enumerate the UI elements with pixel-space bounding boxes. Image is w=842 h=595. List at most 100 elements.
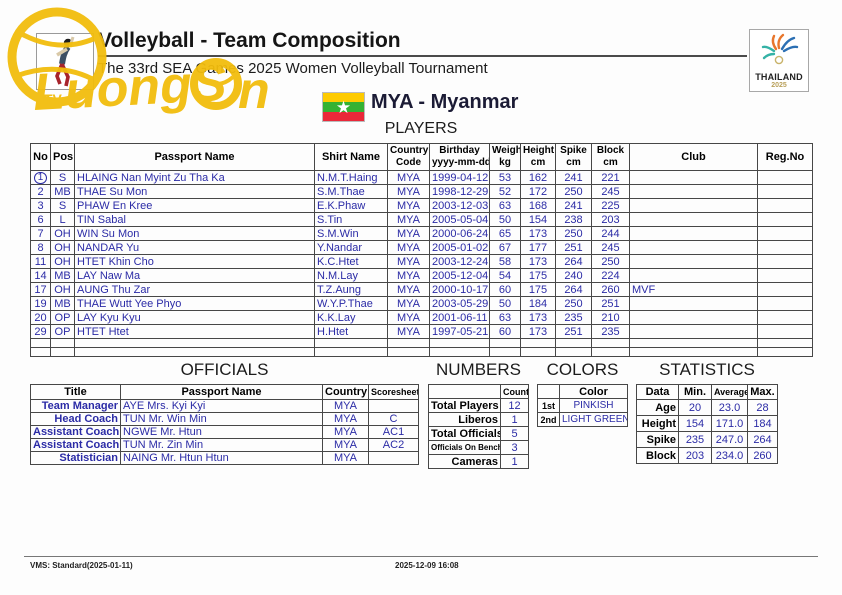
col-header-height: Height cm <box>520 143 556 171</box>
player-row: 19 MB THAE Wutt Yee Phyo W.Y.P.Thae MYA … <box>30 296 813 311</box>
myanmar-flag-icon: ★ <box>322 92 365 122</box>
cell-stat-avg: 247.0 <box>711 431 748 448</box>
cell-country-code: MYA <box>387 268 430 283</box>
cell-stat-avg: 171.0 <box>711 415 748 432</box>
cell-club <box>629 212 758 227</box>
cell-number-label: Cameras <box>428 454 501 469</box>
cell-spike: 238 <box>555 212 592 227</box>
cell-height: 184 <box>520 296 556 311</box>
page-title: Volleyball - Team Composition <box>98 29 401 52</box>
statistics-header-row: Data Min. Average Max. <box>636 384 778 400</box>
cell-birthday: 2003-12-24 <box>429 254 490 269</box>
stat-row: Height 154 171.0 184 <box>636 415 778 432</box>
cell-official-name: TUN Mr. Win Min <box>120 412 323 426</box>
col-header-title: Title <box>30 384 121 400</box>
sea-games-emblem-icon <box>761 33 799 65</box>
numbers-heading: NUMBERS <box>435 360 521 379</box>
cell-weight <box>489 338 521 348</box>
col-header-shirt-name: Shirt Name <box>314 143 388 171</box>
watermark-tv-label: .TV <box>40 91 62 107</box>
statistics-table: Data Min. Average Max. Age 20 23.0 28 He… <box>636 384 778 464</box>
cell-no: 1 <box>30 170 51 185</box>
cell-regno <box>757 310 813 325</box>
cell-club <box>629 347 758 357</box>
cell-club <box>629 226 758 241</box>
cell-passport-name: AUNG Thu Zar <box>74 282 315 297</box>
cell-height <box>520 338 556 348</box>
player-number: 11 <box>34 255 47 268</box>
cell-no: 14 <box>30 268 51 283</box>
cell-weight: 52 <box>489 184 521 199</box>
cell-country-code: MYA <box>387 212 430 227</box>
player-number: 3 <box>37 199 44 212</box>
thailand-label: THAILAND <box>755 72 803 82</box>
cell-birthday <box>429 338 490 348</box>
col-header-average: Average <box>711 384 748 400</box>
cell-pos: S <box>50 170 75 185</box>
cell-pos: MB <box>50 296 75 311</box>
cell-regno <box>757 226 813 241</box>
cell-country-code: MYA <box>387 254 430 269</box>
cell-birthday: 2005-12-04 <box>429 268 490 283</box>
cell-weight <box>489 347 521 357</box>
cell-passport-name: HTET Htet <box>74 324 315 339</box>
player-number: 14 <box>34 269 47 282</box>
player-row: 6 L TIN Sabal S.Tin MYA 2005-05-04 50 15… <box>30 212 813 227</box>
cell-official-scoresheet: AC2 <box>368 438 419 452</box>
cell-regno <box>757 338 813 348</box>
player-number: 29 <box>34 325 47 338</box>
number-row: Total Officials 5 <box>428 426 529 441</box>
cell-club <box>629 338 758 348</box>
flag-star-icon: ★ <box>335 97 352 117</box>
cell-passport-name: THAE Su Mon <box>74 184 315 199</box>
cell-regno <box>757 240 813 255</box>
cell-weight: 65 <box>489 226 521 241</box>
player-number: 7 <box>37 227 44 240</box>
cell-no: 11 <box>30 254 51 269</box>
col-header-passport-name: Passport Name <box>74 143 315 171</box>
cell-shirt-name: S.Tin <box>314 212 388 227</box>
player-number: 19 <box>34 297 47 310</box>
official-row: Statistician NAING Mr. Htun Htun MYA <box>30 451 419 465</box>
cell-birthday: 2005-05-04 <box>429 212 490 227</box>
cell-height: 162 <box>520 170 556 185</box>
cell-height: 173 <box>520 254 556 269</box>
cell-spike: 251 <box>555 324 592 339</box>
col-header-no: No <box>30 143 51 171</box>
cell-color-rank: 1st <box>537 398 560 413</box>
cell-block: 260 <box>591 282 630 297</box>
cell-stat-avg: 234.0 <box>711 447 748 464</box>
cell-regno <box>757 268 813 283</box>
cell-spike: 250 <box>555 296 592 311</box>
cell-club <box>629 296 758 311</box>
col-header-official-passport: Passport Name <box>120 384 323 400</box>
cell-regno <box>757 198 813 213</box>
color-row: 1st PINKISH <box>537 398 628 413</box>
cell-passport-name: TIN Sabal <box>74 212 315 227</box>
cell-stat-min: 154 <box>678 415 712 432</box>
player-row <box>30 347 813 357</box>
cell-pos: OP <box>50 324 75 339</box>
cell-height <box>520 347 556 357</box>
cell-height: 175 <box>520 282 556 297</box>
cell-club <box>629 254 758 269</box>
color-row: 2nd LIGHT GREEN <box>537 412 628 427</box>
cell-birthday: 2001-06-11 <box>429 310 490 325</box>
cell-height: 173 <box>520 226 556 241</box>
cell-official-name: NGWE Mr. Htun <box>120 425 323 439</box>
player-row: 7 OH WIN Su Mon S.M.Win MYA 2000-06-24 6… <box>30 226 813 241</box>
volleyball-player-icon <box>55 36 75 87</box>
cell-passport-name: WIN Su Mon <box>74 226 315 241</box>
cell-weight: 60 <box>489 282 521 297</box>
cell-official-title: Assistant Coach <box>30 425 121 439</box>
cell-official-title: Assistant Coach <box>30 438 121 452</box>
cell-club <box>629 310 758 325</box>
cell-no <box>30 347 51 357</box>
cell-height: 173 <box>520 324 556 339</box>
col-header-birthday: Birthday yyyy-mm-dd <box>429 143 490 171</box>
cell-block: 251 <box>591 296 630 311</box>
cell-number-count: 3 <box>500 440 529 455</box>
cell-passport-name: LAY Naw Ma <box>74 268 315 283</box>
cell-regno <box>757 212 813 227</box>
